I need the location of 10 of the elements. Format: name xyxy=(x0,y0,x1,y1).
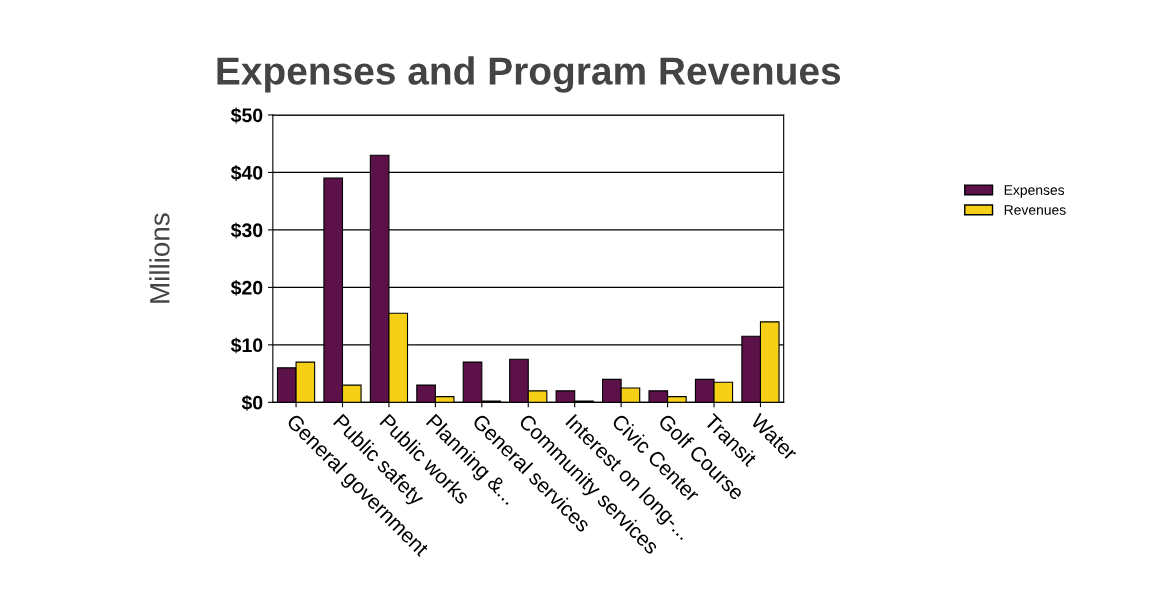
y-tick-label: $40 xyxy=(230,165,263,181)
legend-label: Revenues xyxy=(1004,205,1066,215)
y-tick-label: $20 xyxy=(230,279,263,296)
y-tick-label: $0 xyxy=(241,394,263,411)
legend-label: Expenses xyxy=(1004,185,1065,198)
y-axis-title: Millions xyxy=(149,213,170,303)
y-tick-label: $10 xyxy=(230,337,263,354)
y-tick-label: $30 xyxy=(230,222,263,239)
chart-title: Expenses and Program Revenues xyxy=(217,56,841,93)
y-tick-label: $50 xyxy=(230,107,263,124)
